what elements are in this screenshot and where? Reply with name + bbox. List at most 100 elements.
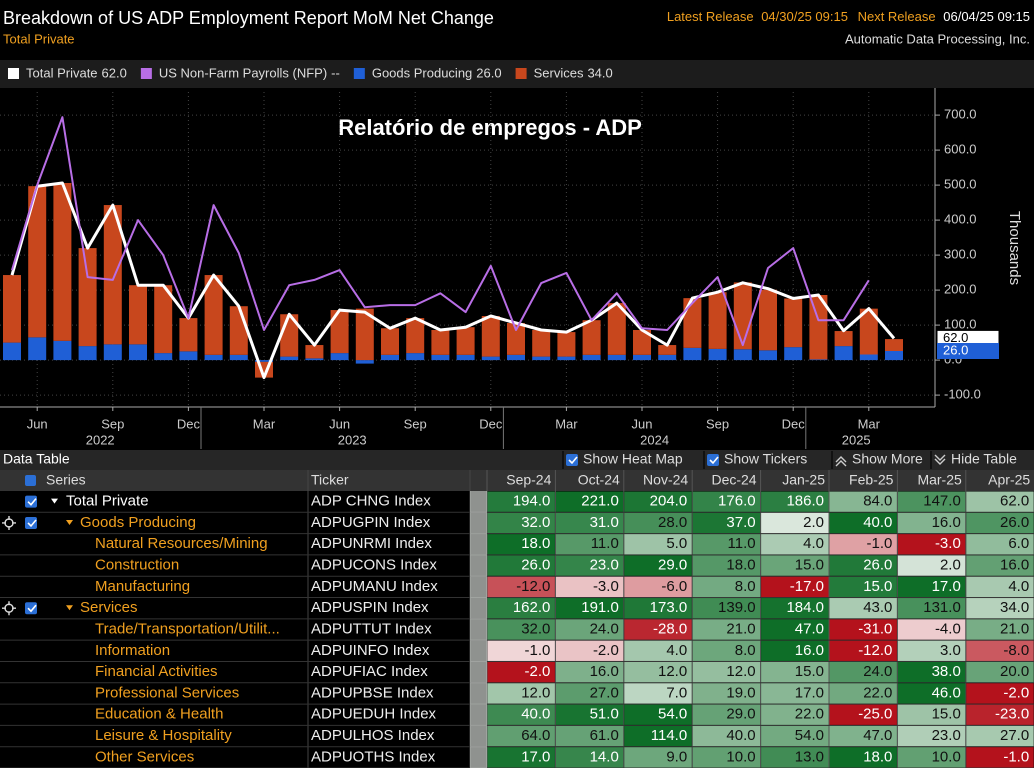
value-tag: [937, 343, 999, 359]
series-name: Total Private: [66, 493, 149, 510]
cell-value: -23.0: [995, 706, 1029, 723]
heat-cell: [829, 640, 897, 661]
heat-cell: [487, 725, 555, 747]
heat-cell: [897, 704, 966, 725]
bar-segment: [733, 282, 752, 350]
heat-cell: [829, 747, 897, 768]
cell-value: 32.0: [521, 514, 550, 531]
cell-value: 40.0: [521, 706, 550, 723]
bar-segment: [305, 345, 324, 359]
heat-cell: [829, 491, 897, 512]
cell-value: 64.0: [521, 727, 550, 744]
cell-value: 12.0: [658, 663, 687, 680]
series-name: Natural Resources/Mining: [95, 535, 268, 552]
heat-cell: [624, 598, 692, 619]
heat-cell: [829, 661, 897, 683]
cell-value: 10.0: [726, 748, 755, 765]
cell-value: 23.0: [932, 727, 961, 744]
cell-value: 29.0: [726, 706, 755, 723]
checkmark: [568, 456, 578, 465]
heat-cell: [692, 576, 761, 598]
heat-cell: [897, 491, 966, 512]
ticker: ADP CHNG Index: [311, 493, 431, 510]
heat-cell: [897, 683, 966, 704]
bar-segment: [406, 353, 425, 361]
bar-segment: [809, 295, 828, 360]
heat-cell: [692, 640, 761, 661]
series-line: [11, 116, 870, 347]
heat-cell: [966, 747, 1034, 768]
bar-segment: [53, 340, 72, 361]
row-checkbox: [25, 495, 37, 508]
cell-value: 15.0: [795, 557, 824, 574]
checkbox: [707, 454, 719, 466]
cell-value: 15.0: [795, 663, 824, 680]
heat-cell: [487, 491, 555, 512]
cell-value: 27.0: [1000, 727, 1029, 744]
legend-swatch: [353, 68, 365, 79]
heat-cell: [897, 534, 966, 555]
cell-value: -8.0: [1003, 642, 1029, 659]
latest-label: Latest Release: [667, 9, 754, 24]
bar-segment: [255, 360, 273, 362]
heat-cell: [487, 640, 555, 661]
table-title: Data Table: [3, 451, 70, 467]
cell-value: 11.0: [591, 535, 619, 552]
heat-cell: [966, 576, 1034, 598]
bar-segment: [381, 354, 399, 361]
heat-cell: [624, 619, 692, 640]
x-tick-label: Jun: [329, 416, 350, 431]
header-bg: [0, 0, 1034, 60]
ticker: ADPUPBSE Index: [311, 684, 434, 701]
bar-segment: [809, 359, 828, 361]
series-name: Manufacturing: [95, 578, 190, 595]
heat-cell: [692, 683, 761, 704]
cell-value: 4.0: [1008, 578, 1029, 595]
latest-date: 04/30/25 09:15: [761, 9, 848, 24]
ticker: ADPUOTHS Index: [311, 748, 436, 765]
heat-cell: [897, 725, 966, 747]
cell-value: 47.0: [795, 620, 824, 637]
heat-cell: [487, 534, 555, 555]
legend-swatch: [140, 68, 152, 79]
toolbar-button[interactable]: Show Heat Map: [583, 451, 683, 467]
bar-segment: [406, 318, 425, 354]
heat-cell: [761, 512, 829, 534]
heat-cell: [966, 491, 1034, 512]
cell-value: 12.0: [726, 663, 755, 680]
checkmark: [709, 456, 719, 465]
clipped-cell: [470, 512, 487, 534]
bar-segment: [355, 360, 374, 364]
cell-value: 8.0: [735, 642, 756, 659]
cell-value: 11.0: [728, 535, 756, 552]
column-header: Oct-24: [578, 472, 620, 488]
heat-cell: [624, 512, 692, 534]
cell-value: 38.0: [932, 663, 961, 680]
next-label: Next Release: [858, 9, 936, 24]
cell-value: 17.0: [521, 748, 550, 765]
heat-cell: [487, 512, 555, 534]
cell-value: 34.0: [1000, 599, 1029, 616]
bar-segment: [3, 275, 21, 343]
toolbar-button[interactable]: Show Tickers: [724, 451, 807, 467]
heat-cell: [624, 661, 692, 683]
toolbar-button[interactable]: Show More: [852, 451, 923, 467]
heat-cell: [555, 640, 624, 661]
legend-swatch: [515, 68, 527, 79]
crosshair-lines: [2, 515, 16, 530]
bar-segment: [204, 275, 223, 355]
heat-cell: [897, 576, 966, 598]
cell-value: 31.0: [590, 514, 619, 531]
series-name: Trade/Transportation/Utilit...: [95, 620, 280, 637]
cell-value: 204.0: [650, 493, 688, 510]
cell-value: 20.0: [1000, 663, 1029, 680]
cell-value: -6.0: [661, 578, 687, 595]
x-tick-label: Dec: [782, 416, 806, 431]
cell-value: -3.0: [593, 578, 619, 595]
cell-value: 2.0: [940, 557, 961, 574]
cell-value: 17.0: [932, 578, 961, 595]
cell-value: 26.0: [1000, 514, 1029, 531]
clipped-cell: [470, 704, 487, 726]
toolbar-button[interactable]: Hide Table: [951, 451, 1017, 467]
heat-cell: [555, 725, 624, 747]
